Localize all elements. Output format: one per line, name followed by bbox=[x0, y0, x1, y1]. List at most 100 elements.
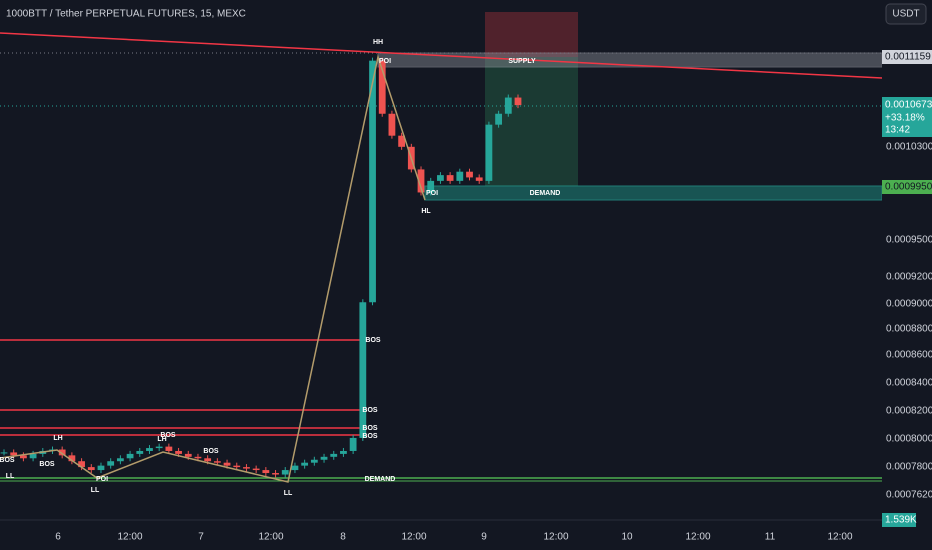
candle bbox=[262, 470, 270, 474]
annotation: BOS bbox=[203, 448, 219, 455]
candle bbox=[281, 470, 289, 475]
candle bbox=[20, 455, 27, 459]
currency-label: USDT bbox=[892, 9, 919, 20]
time-label: 6 bbox=[55, 532, 61, 543]
price-axis bbox=[882, 0, 932, 550]
currency-button[interactable] bbox=[885, 3, 927, 25]
price-label: 0.0009000 bbox=[886, 299, 932, 310]
time-label: 10 bbox=[621, 532, 633, 543]
candle bbox=[388, 113, 396, 136]
badge-text: 0.0009950 bbox=[885, 182, 932, 193]
candle bbox=[29, 453, 37, 459]
candle bbox=[398, 135, 406, 147]
annotation: BOS bbox=[39, 461, 55, 468]
candle bbox=[291, 465, 299, 471]
candle bbox=[87, 467, 95, 471]
candle bbox=[97, 465, 105, 471]
annotation: SUPPLY bbox=[508, 58, 536, 65]
price-label: 0.0008200 bbox=[886, 406, 932, 417]
price-label: 0.0007620 bbox=[886, 490, 932, 501]
time-label: 12:00 bbox=[258, 532, 283, 543]
candle bbox=[272, 473, 279, 475]
candle bbox=[116, 458, 124, 462]
annotation: BOS bbox=[362, 407, 378, 414]
badge bbox=[882, 50, 932, 64]
time-label: 12:00 bbox=[543, 532, 568, 543]
annotation: LL bbox=[6, 473, 15, 480]
annotation: BOS bbox=[362, 425, 378, 432]
badge-text: 13:42 bbox=[885, 125, 910, 136]
price-label: 0.0009200 bbox=[886, 272, 932, 283]
annotation: LH bbox=[157, 436, 166, 443]
badge-text: +33.18% bbox=[885, 113, 925, 124]
candle bbox=[359, 302, 367, 438]
candle bbox=[0, 452, 8, 454]
candle bbox=[504, 97, 512, 114]
candle bbox=[475, 177, 483, 181]
price-label: 0.0010300 bbox=[886, 142, 932, 153]
badge bbox=[882, 97, 932, 137]
annotation: LH bbox=[53, 435, 62, 442]
candle bbox=[204, 458, 212, 462]
annotation: HL bbox=[421, 208, 431, 215]
candle bbox=[514, 97, 522, 106]
annotation: BOS bbox=[160, 432, 176, 439]
candle bbox=[378, 60, 386, 114]
time-label: 12:00 bbox=[401, 532, 426, 543]
time-label: 12:00 bbox=[827, 532, 852, 543]
trend-line bbox=[0, 32, 883, 79]
time-label: 12:00 bbox=[685, 532, 710, 543]
candle bbox=[330, 453, 338, 457]
annotation: DEMAND bbox=[530, 190, 561, 197]
candle bbox=[136, 450, 144, 454]
candle bbox=[340, 450, 347, 454]
annotation: POI bbox=[426, 190, 438, 197]
annotation: DEMAND bbox=[365, 476, 396, 483]
candle bbox=[446, 175, 454, 181]
zigzag bbox=[0, 54, 426, 483]
candle bbox=[233, 465, 241, 468]
price-label: 0.0008600 bbox=[886, 350, 932, 361]
candle bbox=[223, 462, 231, 466]
badge-text: 1.539K bbox=[885, 515, 917, 526]
chart-title: 1000BTT / Tether PERPETUAL FUTURES, 15, … bbox=[6, 9, 246, 20]
badge-text: 0.0011159 bbox=[885, 52, 931, 63]
badge-text: 0.0010673 bbox=[885, 100, 932, 111]
candle bbox=[213, 461, 221, 463]
price-label: 0.0007800 bbox=[886, 462, 932, 473]
stop-zone bbox=[485, 12, 578, 57]
annotation: BOS bbox=[0, 457, 15, 464]
candle bbox=[175, 450, 182, 454]
candle bbox=[243, 467, 250, 469]
annotation: POI bbox=[96, 476, 108, 483]
candle bbox=[320, 456, 328, 460]
candle bbox=[184, 453, 192, 457]
candle bbox=[485, 124, 493, 181]
candle bbox=[165, 446, 173, 451]
candle bbox=[456, 171, 464, 181]
candle bbox=[301, 462, 309, 466]
candle bbox=[194, 456, 202, 459]
badge bbox=[882, 513, 916, 527]
candle bbox=[155, 446, 163, 449]
time-label: 8 bbox=[340, 532, 346, 543]
badge bbox=[882, 180, 932, 194]
candle bbox=[58, 449, 66, 456]
candle bbox=[252, 468, 260, 471]
price-label: 0.0008400 bbox=[886, 378, 932, 389]
candle bbox=[126, 453, 134, 459]
demand-zone bbox=[424, 185, 883, 201]
annotation: POI bbox=[379, 58, 391, 65]
candle bbox=[427, 180, 435, 193]
price-label: 0.0008000 bbox=[886, 434, 932, 445]
candle bbox=[369, 60, 376, 303]
candle bbox=[78, 461, 85, 468]
candle bbox=[349, 437, 357, 451]
candle bbox=[417, 169, 425, 193]
annotation: LL bbox=[284, 490, 293, 497]
candle bbox=[107, 461, 115, 466]
time-label: 12:00 bbox=[117, 532, 142, 543]
price-label: 0.0009500 bbox=[886, 235, 932, 246]
